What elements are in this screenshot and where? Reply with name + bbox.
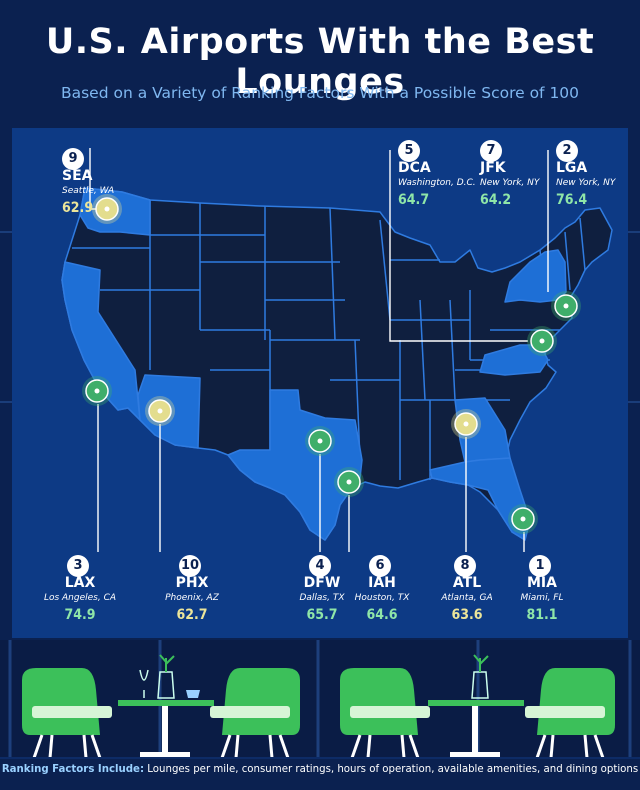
vase <box>157 671 175 699</box>
rank-badge: 6 <box>369 555 391 577</box>
window-frame <box>0 231 640 403</box>
table-stem <box>472 706 478 754</box>
page-title: U.S. Airports With the Best Lounges <box>45 22 595 102</box>
airport-score: 76.4 <box>556 192 588 208</box>
airport-score: 63.6 <box>451 607 483 623</box>
airport-city: Phoenix, AZ <box>165 593 219 603</box>
rank-badge: 2 <box>556 140 578 162</box>
leader-lines <box>89 148 549 552</box>
footer-label: Ranking Factors Include: <box>1 764 145 775</box>
rank-badge: 3 <box>67 555 89 577</box>
rank-badge: 9 <box>62 148 84 170</box>
marker-dot-sea <box>104 206 110 212</box>
rank-badge: 8 <box>454 555 476 577</box>
table-base <box>140 752 190 757</box>
plant <box>473 654 489 672</box>
state-california <box>61 261 141 421</box>
airport-city: Seattle, WA <box>62 186 115 196</box>
state-texas <box>227 389 363 541</box>
rank-badge: 4 <box>309 555 331 577</box>
airport-score: 64.7 <box>398 192 430 208</box>
airport-code: LGA <box>556 160 588 176</box>
airport-score: 62.7 <box>176 607 208 623</box>
marker-dot-mia <box>520 516 526 522</box>
table-top <box>118 700 214 706</box>
lounge-chair <box>525 668 615 759</box>
airport-city: Washington, D.C. <box>398 178 476 188</box>
rank-badge: 10 <box>179 555 201 577</box>
state-florida <box>429 457 531 541</box>
airport-code: PHX <box>175 575 209 591</box>
marker-dot-atl <box>463 421 469 427</box>
airport-score: 64.2 <box>480 192 512 208</box>
airport-city: Atlanta, GA <box>441 593 493 603</box>
table-top <box>428 700 524 706</box>
marker-dot-lax <box>94 388 100 394</box>
airport-code: DFW <box>303 575 341 591</box>
page-subtitle: Based on a Variety of Ranking Factors Wi… <box>60 84 580 102</box>
wine-glass <box>139 669 149 698</box>
rank-badge: 7 <box>480 140 502 162</box>
airport-markers <box>82 194 581 534</box>
marker-dot-phx <box>157 408 163 414</box>
airport-code: ATL <box>452 575 482 591</box>
airport-score: 62.9 <box>62 200 94 216</box>
airport-city: New York, NY <box>556 178 616 188</box>
leader-line-sea <box>89 148 96 210</box>
footer-text: Lounges per mile, consumer ratings, hour… <box>147 764 639 775</box>
airport-city: Los Angeles, CA <box>43 593 117 603</box>
lounge-chair <box>210 668 300 759</box>
marker-dot-dca <box>539 338 545 344</box>
airport-code: IAH <box>368 575 396 591</box>
airport-code: MIA <box>527 575 557 591</box>
rank-badge: 1 <box>529 555 551 577</box>
lounge-furniture <box>0 640 640 759</box>
vase <box>471 671 489 699</box>
state-new-york <box>504 249 567 303</box>
table-stem <box>162 706 168 754</box>
airport-code: DCA <box>398 160 431 176</box>
ranking-factors-footer: Ranking Factors Include: Lounges per mil… <box>0 764 640 775</box>
state-virginia <box>479 344 549 376</box>
airport-score: 65.7 <box>306 607 338 623</box>
us-states <box>61 187 613 541</box>
coffee-cup <box>186 690 200 698</box>
table-base <box>450 752 500 757</box>
marker-dot-lga <box>563 303 569 309</box>
airport-code: LAX <box>64 575 96 591</box>
airport-score: 81.1 <box>526 607 558 623</box>
airport-code: SEA <box>62 168 93 184</box>
plant <box>159 654 175 672</box>
airport-score: 64.6 <box>366 607 398 623</box>
rank-badge: 5 <box>398 140 420 162</box>
marker-dot-iah <box>346 479 352 485</box>
airport-city: New York, NY <box>480 178 540 188</box>
airport-city: Dallas, TX <box>299 593 345 603</box>
airport-code: JFK <box>480 160 506 176</box>
leader-line-dca <box>389 150 528 342</box>
lounge-chair <box>22 668 112 759</box>
marker-dot-dfw <box>317 438 323 444</box>
lounge-chair <box>340 668 430 759</box>
airport-city: Miami, FL <box>520 593 564 603</box>
airport-city: Houston, TX <box>354 593 410 603</box>
airport-score: 74.9 <box>64 607 96 623</box>
